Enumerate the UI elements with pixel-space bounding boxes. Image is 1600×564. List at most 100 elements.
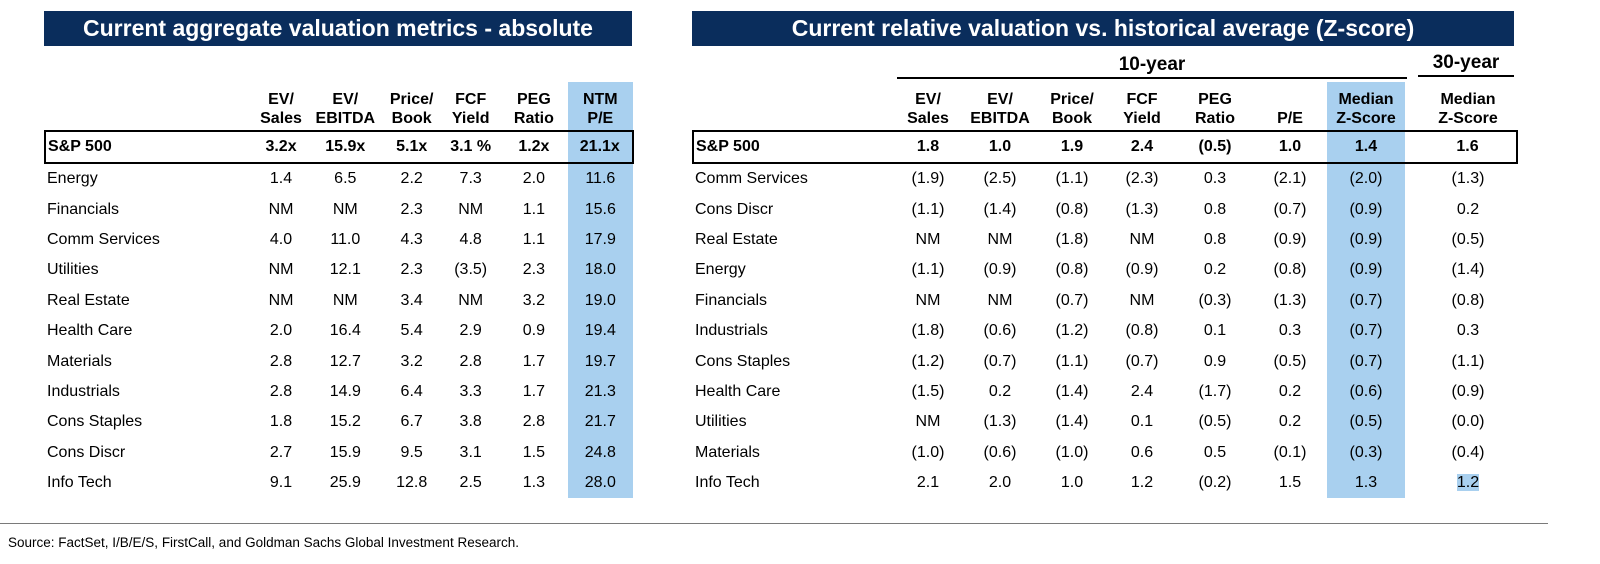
table-row: Materials 2.8 12.7 3.2 2.8 1.7 19.7 [45, 346, 633, 377]
cell-spacer [1405, 286, 1419, 316]
cell-value: 15.6 [567, 194, 633, 225]
cell-value: (1.1) [1451, 352, 1485, 370]
cell-value: 7.3 [459, 170, 482, 188]
cell-value: 2.8 [459, 352, 482, 370]
sp500-row: S&P 500 1.8 1.0 1.9 2.4 (0.5) 1.0 1.4 1.6 [692, 130, 1518, 164]
row-name: Cons Staples [47, 413, 143, 431]
cell-value: 9.5 [400, 443, 423, 461]
cell-value: NM [987, 230, 1013, 248]
cell-value: 3.1 [459, 443, 482, 461]
cell-value: 1.2x [500, 130, 568, 164]
table-row: Info Tech 2.1 2.0 1.0 1.2 (0.2) 1.5 1.3 1.2 [693, 467, 1517, 499]
cell-value: 19.4 [567, 315, 633, 347]
row-name: Real Estate [47, 291, 130, 309]
cell-value: (2.3) [1125, 170, 1159, 188]
header-line-1: FCF [455, 91, 487, 108]
cell-value: (1.1) [911, 200, 945, 218]
cell-value: 12.1 [329, 261, 361, 279]
cell-value: NM [915, 291, 941, 309]
cell-value: (0.9) [1125, 261, 1159, 279]
table-row: Materials (1.0) (0.6) (1.0) 0.6 0.5 (0.1) (0.3)… [693, 437, 1517, 468]
cell-value: 1.2 [1130, 474, 1154, 492]
row-name: Cons Discr [47, 443, 126, 461]
cell-value: (3.5) [454, 261, 488, 279]
cell-value: 0.2 [1278, 413, 1302, 431]
cell-value: 3.1 % [441, 130, 501, 164]
header-line-2: Z-Score [1438, 110, 1498, 127]
header-line-1: PEG [516, 91, 551, 108]
row-name: Health Care [695, 382, 781, 400]
cell-value: 1.8 [269, 413, 293, 431]
cell-spacer [1405, 377, 1419, 407]
cell-value: 11.6 [567, 163, 633, 195]
cell-value: 0.3 [1456, 322, 1480, 340]
header-line-1: Median [1338, 91, 1394, 108]
row-name: Energy [47, 170, 98, 188]
cell-value: (0.8) [1273, 261, 1307, 279]
cell-value: NM [332, 200, 358, 218]
cell-spacer [1405, 468, 1419, 498]
cell-value: (1.1) [911, 261, 945, 279]
row-name: Financials [695, 291, 768, 309]
cell-value: (0.5) [1177, 130, 1253, 164]
cell-value: 0.9 [522, 322, 546, 340]
column-header: PEG Ratio [1177, 82, 1253, 132]
row-name: Materials [695, 443, 760, 461]
ten-year-group-label: 10-year [897, 54, 1407, 79]
cell-value: (1.5) [911, 382, 945, 400]
table-row: Utilities NM 12.1 2.3 (3.5) 2.3 18.0 [45, 255, 633, 286]
cell-value: NM [268, 291, 294, 309]
cell-value: (0.3) [1327, 437, 1405, 468]
cell-value: 0.9 [1203, 352, 1227, 370]
cell-value: (0.5) [1273, 352, 1307, 370]
header-line-2: Book [1052, 110, 1092, 127]
header-line-2: Z-Score [1336, 110, 1396, 127]
header-line-1: PEG [1198, 91, 1232, 108]
cell-value: 2.5 [459, 474, 482, 492]
selected-cell-value: 1.2 [1456, 474, 1480, 492]
cell-value: 2.8 [522, 413, 546, 431]
cell-spacer [1405, 194, 1419, 224]
cell-spacer [1405, 225, 1419, 255]
cell-value: 11.0 [330, 230, 361, 248]
cell-value: 5.1x [382, 130, 442, 164]
table-row: Cons Discr (1.1) (1.4) (0.8) (1.3) 0.8 (0.7) (0… [693, 194, 1517, 225]
cell-value: 1.6 [1419, 130, 1518, 164]
cell-value: (0.4) [1451, 443, 1485, 461]
cell-value: NM [268, 261, 294, 279]
cell-value: (1.3) [1125, 200, 1159, 218]
cell-value: (1.3) [1273, 291, 1307, 309]
header-line-2: P/E [587, 110, 614, 127]
cell-value: 2.0 [522, 170, 546, 188]
cell-value: 4.8 [459, 230, 482, 248]
cell-spacer [1405, 346, 1419, 376]
header-line-1: Price/ [1050, 91, 1094, 108]
cell-value: NM [458, 200, 484, 218]
cell-spacer [1405, 407, 1419, 437]
cell-value: (1.9) [911, 170, 945, 188]
cell-value: (0.2) [1198, 474, 1232, 492]
cell-value: 15.9x [308, 130, 383, 164]
cell-value: (0.8) [1055, 200, 1089, 218]
cell-value: 0.1 [1130, 413, 1154, 431]
cell-value: NM [458, 291, 484, 309]
row-name: Info Tech [695, 474, 760, 492]
cell-value: 6.4 [400, 382, 423, 400]
header-line-1: EV/ [332, 91, 359, 108]
column-header: Median Z-Score [1327, 82, 1405, 132]
cell-value: 0.5 [1203, 443, 1227, 461]
cell-value: 1.8 [893, 130, 963, 164]
column-header: FCF Yield [1107, 82, 1177, 132]
row-name: Comm Services [47, 230, 160, 248]
header-line-2: EBITDA [970, 110, 1030, 127]
cell-value: NM [1129, 230, 1155, 248]
table-row: Comm Services 4.0 11.0 4.3 4.8 1.1 17.9 [45, 224, 633, 256]
cell-value: 0.3 [1203, 170, 1227, 188]
row-name: Industrials [47, 382, 120, 400]
cell-value: 0.3 [1278, 322, 1302, 340]
cell-value: (1.4) [983, 200, 1017, 218]
cell-value: 2.0 [988, 474, 1012, 492]
cell-value: (1.4) [1055, 382, 1089, 400]
cell-value: (0.3) [1198, 291, 1232, 309]
cell-value: 14.9 [329, 382, 361, 400]
